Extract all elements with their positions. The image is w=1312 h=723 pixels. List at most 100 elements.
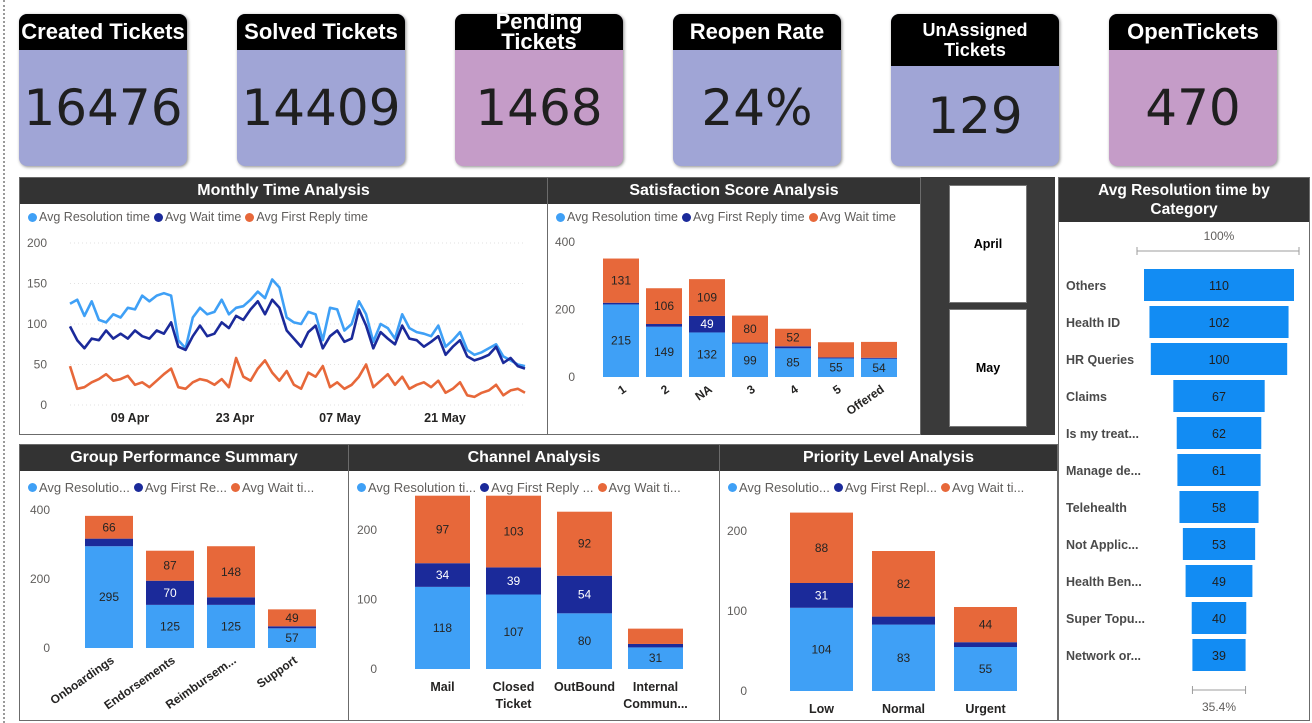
bar-segment[interactable] <box>628 628 683 644</box>
funnel-value: 58 <box>1212 501 1226 515</box>
legend-item[interactable]: Avg Resolution time <box>28 210 150 224</box>
bar-segment[interactable] <box>872 616 935 625</box>
legend-item[interactable]: Avg Resolutio... <box>728 480 830 495</box>
legend-item[interactable]: Avg Resolution time <box>556 210 678 224</box>
bar-segment[interactable] <box>790 583 853 608</box>
funnel-bar[interactable] <box>1177 454 1261 486</box>
legend-label: Avg Resolutio... <box>39 480 130 495</box>
bar-segment[interactable] <box>954 642 1017 647</box>
series-line <box>69 278 526 368</box>
bar-segment[interactable] <box>557 511 612 576</box>
slicer-april-button[interactable]: April <box>949 185 1027 303</box>
legend-item[interactable]: Avg Wait time <box>153 210 241 224</box>
funnel-bar[interactable] <box>1144 269 1294 301</box>
legend-item[interactable]: Avg First Reply time <box>245 210 368 224</box>
funnel-category: Health ID <box>1066 316 1120 330</box>
funnel-bar[interactable] <box>1191 602 1247 634</box>
bar-segment[interactable] <box>954 607 1017 643</box>
bar-segment[interactable] <box>861 357 897 359</box>
bar-segment[interactable] <box>689 332 725 377</box>
kpi-card: Pending Tickets 1468 <box>455 14 623 166</box>
bar-segment[interactable] <box>603 258 639 303</box>
bar-segment[interactable] <box>954 647 1017 691</box>
y-tick-label: 200 <box>357 523 377 537</box>
kpi-value: 129 <box>927 87 1023 145</box>
legend-item[interactable]: Avg Wait ti... <box>230 480 314 495</box>
bar-segment[interactable] <box>872 551 935 617</box>
bar-segment[interactable] <box>207 604 255 648</box>
bar-segment[interactable] <box>775 328 811 347</box>
bar-segment[interactable] <box>628 643 683 648</box>
legend-item[interactable]: Avg First Repl... <box>833 480 937 495</box>
funnel-bar[interactable] <box>1173 380 1265 412</box>
bar-segment[interactable] <box>646 326 682 377</box>
legend-item[interactable]: Avg First Reply ... <box>480 480 594 495</box>
bar-segment[interactable] <box>85 546 133 648</box>
bar-segment[interactable] <box>818 358 854 377</box>
funnel-value: 39 <box>1212 649 1226 663</box>
funnel-bar[interactable] <box>1192 639 1246 671</box>
bar-segment[interactable] <box>861 358 897 377</box>
bar-segment[interactable] <box>689 279 725 316</box>
bar-segment[interactable] <box>415 495 470 564</box>
bar-segment[interactable] <box>85 538 133 547</box>
bar-segment[interactable] <box>628 647 683 669</box>
legend-item[interactable]: Avg Resolutio... <box>28 480 130 495</box>
funnel-value: 61 <box>1212 464 1226 478</box>
bar-segment[interactable] <box>146 550 194 581</box>
bar-segment[interactable] <box>268 628 316 648</box>
bar-segment[interactable] <box>790 512 853 583</box>
bar-segment[interactable] <box>557 575 612 614</box>
data-label: 55 <box>979 662 993 676</box>
bar-segment[interactable] <box>268 609 316 627</box>
legend: Avg Resolutio... Avg First Repl... Avg W… <box>728 480 1024 495</box>
data-label: 39 <box>507 574 521 588</box>
funnel-bar[interactable] <box>1182 528 1256 560</box>
bar-segment[interactable] <box>732 315 768 343</box>
legend-dot-icon <box>357 483 366 492</box>
bar-segment[interactable] <box>732 343 768 377</box>
legend-item[interactable]: Avg Wait time <box>808 210 896 224</box>
bar-segment[interactable] <box>603 304 639 377</box>
legend-item[interactable]: Avg First Reply time <box>681 210 805 224</box>
bar-segment[interactable] <box>775 346 811 349</box>
legend-item[interactable]: Avg First Re... <box>133 480 227 495</box>
bar-segment[interactable] <box>775 348 811 377</box>
bar-segment[interactable] <box>689 315 725 333</box>
bar-segment[interactable] <box>207 597 255 605</box>
bar-segment[interactable] <box>268 626 316 629</box>
bar-segment[interactable] <box>557 613 612 669</box>
bar-segment[interactable] <box>872 624 935 691</box>
bar-segment[interactable] <box>646 324 682 327</box>
funnel-bar[interactable] <box>1149 306 1289 338</box>
bar-segment[interactable] <box>415 563 470 587</box>
legend-item[interactable]: Avg Resolution ti... <box>357 480 476 495</box>
x-tick-label: Commun... <box>623 697 688 711</box>
legend-item[interactable]: Avg Wait ti... <box>597 480 681 495</box>
bar-segment[interactable] <box>790 607 853 691</box>
legend-item[interactable]: Avg Wait ti... <box>941 480 1024 495</box>
bar-segment[interactable] <box>732 342 768 344</box>
kpi-card: UnAssigned Tickets 129 <box>891 14 1059 166</box>
bar-segment[interactable] <box>486 495 541 568</box>
bar-segment[interactable] <box>146 604 194 648</box>
bar-segment[interactable] <box>207 546 255 598</box>
bar-segment[interactable] <box>646 288 682 325</box>
bar-segment[interactable] <box>603 302 639 305</box>
bar-segment[interactable] <box>818 357 854 359</box>
bar-segment[interactable] <box>861 341 897 358</box>
slicer-may-button[interactable]: May <box>949 309 1027 427</box>
bar-segment[interactable] <box>486 594 541 669</box>
bar-segment[interactable] <box>415 586 470 669</box>
data-label: 215 <box>611 334 631 348</box>
bar-segment[interactable] <box>486 567 541 595</box>
funnel-bar[interactable] <box>1150 343 1288 375</box>
funnel-bar[interactable] <box>1185 565 1253 597</box>
funnel-bar[interactable] <box>1179 491 1259 523</box>
funnel-bar[interactable] <box>1176 417 1262 449</box>
data-label: 85 <box>786 356 800 370</box>
bar-segment[interactable] <box>85 515 133 539</box>
bar-segment[interactable] <box>146 580 194 605</box>
funnel-category: Telehealth <box>1066 501 1127 515</box>
bar-segment[interactable] <box>818 342 854 358</box>
